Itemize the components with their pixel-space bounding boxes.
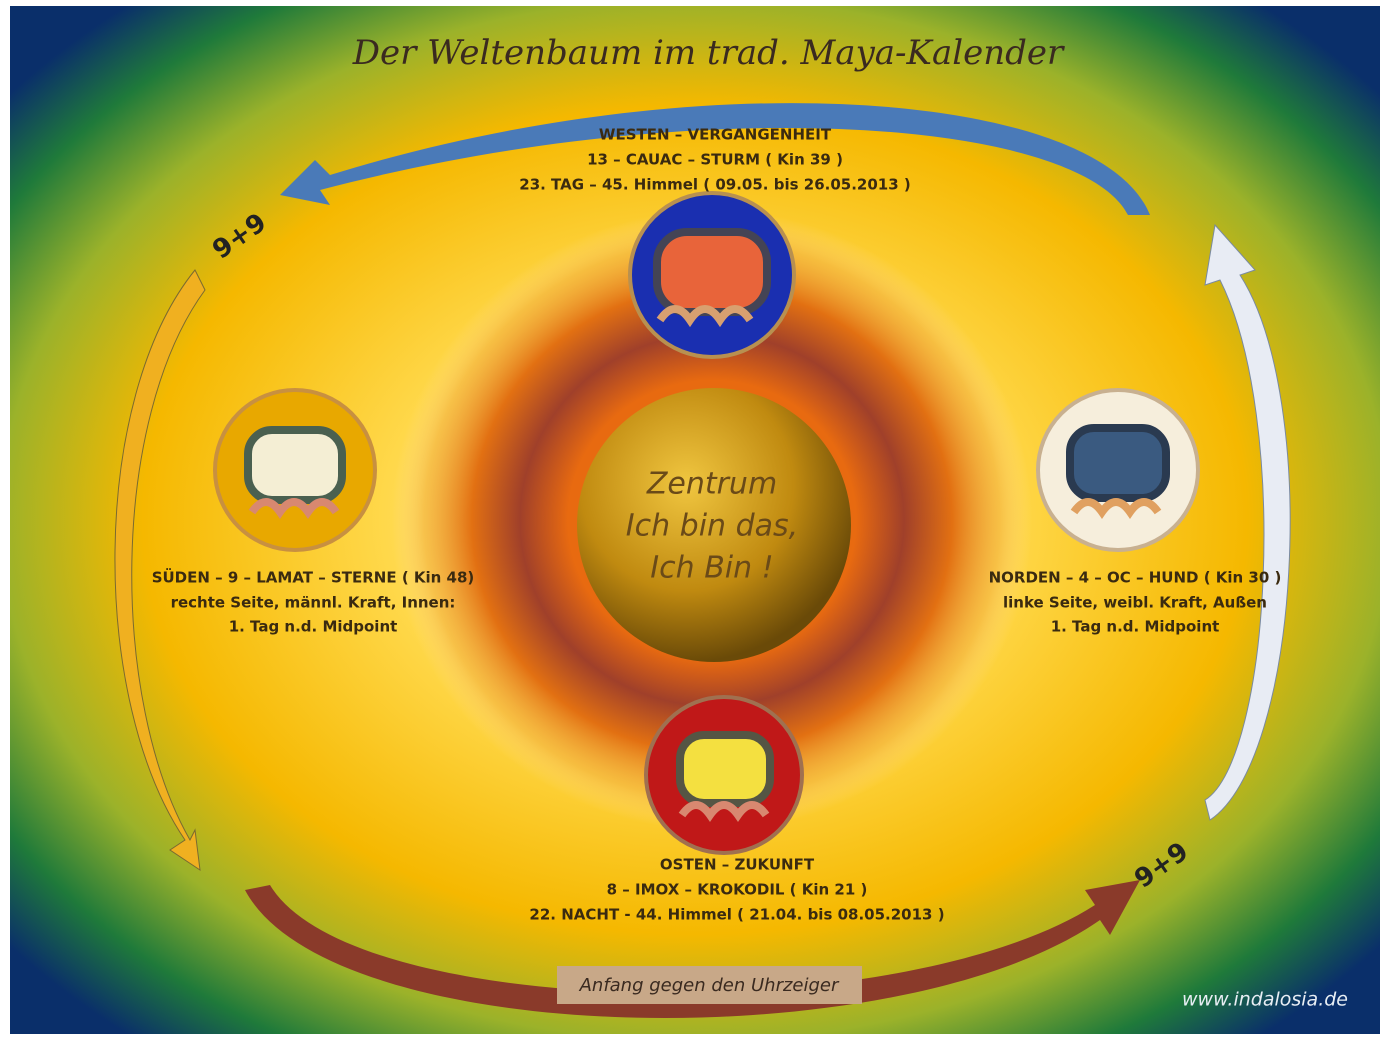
node-line: WESTEN – VERGANGENHEIT [599,126,832,144]
glyph-east [646,697,802,853]
node-line: 8 – IMOX – KROKODIL ( Kin 21 ) [607,881,868,899]
node-line: 13 – CAUAC – STURM ( Kin 39 ) [587,151,843,169]
node-line: 1. Tag n.d. Midpoint [229,618,398,636]
node-line: OSTEN – ZUKUNFT [660,856,815,874]
center-line: Ich bin das, [626,509,798,544]
node-line: 1. Tag n.d. Midpoint [1051,618,1220,636]
node-line: linke Seite, weibl. Kraft, Außen [1003,594,1267,612]
glyph-south [215,390,375,550]
node-line: 22. NACHT - 44. Himmel ( 21.04. bis 08.0… [529,906,944,924]
node-line: SÜDEN – 9 – LAMAT – STERNE ( Kin 48) [152,568,475,587]
glyph-west [630,193,794,357]
center-line: Ich Bin ! [650,551,773,586]
note: Anfang gegen den Uhrzeiger [579,975,840,996]
node-line: rechte Seite, männl. Kraft, Innen: [171,594,456,612]
node-line: NORDEN – 4 – OC – HUND ( Kin 30 ) [989,569,1282,587]
node-line: 23. TAG – 45. Himmel ( 09.05. bis 26.05.… [519,176,910,194]
diagram: Der Weltenbaum im trad. Maya-Kalender Ze… [0,0,1386,1041]
center-line: Zentrum [646,467,777,502]
title: Der Weltenbaum im trad. Maya-Kalender [352,33,1065,73]
credit: www.indalosia.de [1182,989,1348,1011]
glyph-north [1038,390,1198,550]
